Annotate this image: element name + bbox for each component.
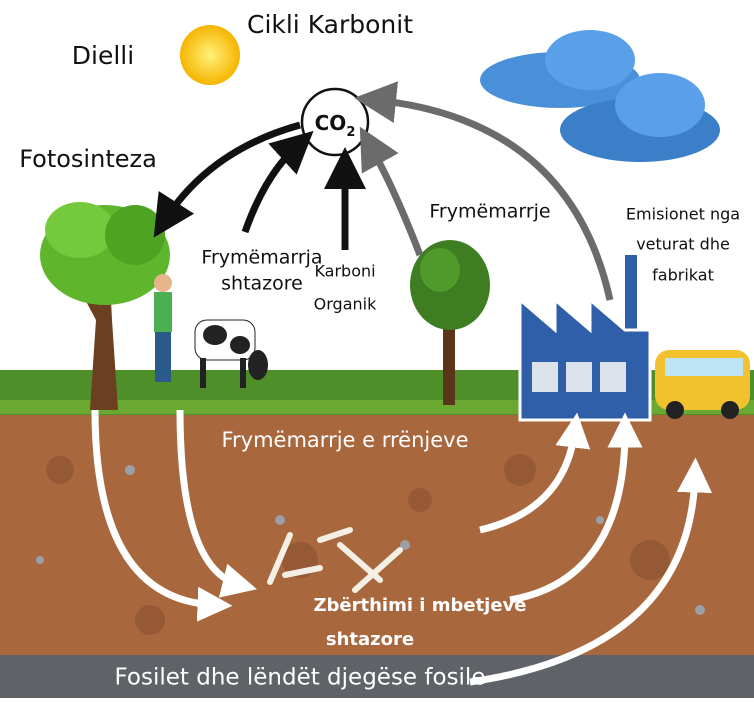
label-plant-respiration: Frymëmarrje: [429, 201, 550, 223]
label-animal-respiration-2: shtazore: [221, 273, 303, 295]
label-photosynthesis: Fotosinteza: [19, 145, 157, 173]
co2-sub: 2: [346, 125, 355, 140]
bus: [655, 350, 750, 419]
label-sun: Dielli: [72, 41, 134, 70]
label-animal-respiration-1: Frymëmarrja: [201, 247, 322, 269]
label-decomposition-2: shtazore: [326, 629, 414, 650]
label-organic-carbon-2: Organik: [314, 295, 377, 314]
carbon-cycle-diagram: Cikli Karbonit Dielli Fotosinteza CO2 Fr…: [0, 0, 754, 698]
label-emissions-2: veturat dhe: [636, 235, 730, 254]
label-decomposition-1: Zbërthimi i mbetjeve: [313, 595, 526, 616]
label-organic-carbon-1: Karboni: [314, 262, 375, 281]
co2-main: CO: [315, 111, 347, 135]
label-emissions-1: Emisionet nga: [626, 205, 740, 224]
label-root-respiration: Frymëmarrje e rrënjeve: [221, 428, 468, 452]
label-fossils: Fosilet dhe lëndët djegëse fosile: [115, 665, 486, 691]
sun: [180, 25, 240, 85]
title: Cikli Karbonit: [247, 10, 413, 39]
label-emissions-3: fabrikat: [652, 266, 714, 285]
